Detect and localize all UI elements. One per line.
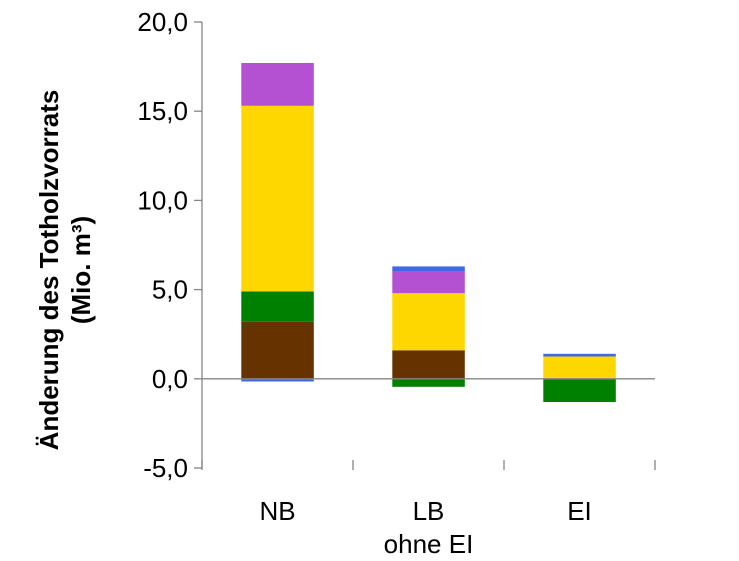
bar-segment-nb-1 bbox=[241, 321, 314, 379]
bar-segment-nb-4 bbox=[241, 63, 314, 106]
x-category-label: EI bbox=[567, 496, 592, 526]
y-tick-labels: 20,0 15,0 10,0 5,0 0,0 -5,0 bbox=[137, 7, 188, 483]
bar-segment-lb-4 bbox=[392, 271, 465, 294]
bar-segment-lb-1 bbox=[392, 350, 465, 379]
axes bbox=[194, 21, 656, 470]
y-tick-label: 20,0 bbox=[137, 7, 188, 37]
bar-segment-nb-3 bbox=[241, 105, 314, 292]
x-category-label: LB bbox=[413, 496, 445, 526]
x-category-sublabel: ohne EI bbox=[384, 529, 474, 559]
y-tick-label: 5,0 bbox=[152, 275, 188, 305]
y-axis-label-line-1: Änderung des Totholzvorrats bbox=[34, 90, 64, 451]
y-tick-label: 15,0 bbox=[137, 96, 188, 126]
bar-segment-ei-2 bbox=[543, 378, 616, 402]
y-tick-label: 0,0 bbox=[152, 364, 188, 394]
bar-segment-nb-2 bbox=[241, 291, 314, 322]
bar-segment-ei-3 bbox=[543, 356, 616, 379]
bar-segment-ei-5 bbox=[543, 353, 616, 357]
y-axis-label: Änderung des Totholzvorrats (Mio. m³) bbox=[34, 90, 96, 451]
bar-segment-nb-0 bbox=[241, 378, 314, 382]
y-axis-label-line-2: (Mio. m³) bbox=[66, 216, 96, 324]
bar-segment-lb-3 bbox=[392, 293, 465, 351]
y-tick-label: 10,0 bbox=[137, 185, 188, 215]
x-category-label: NB bbox=[259, 496, 295, 526]
bar-segment-lb-5 bbox=[392, 266, 465, 272]
y-tick-label: -5,0 bbox=[143, 453, 188, 483]
bars bbox=[241, 63, 616, 402]
bar-segment-lb-2 bbox=[392, 378, 465, 387]
